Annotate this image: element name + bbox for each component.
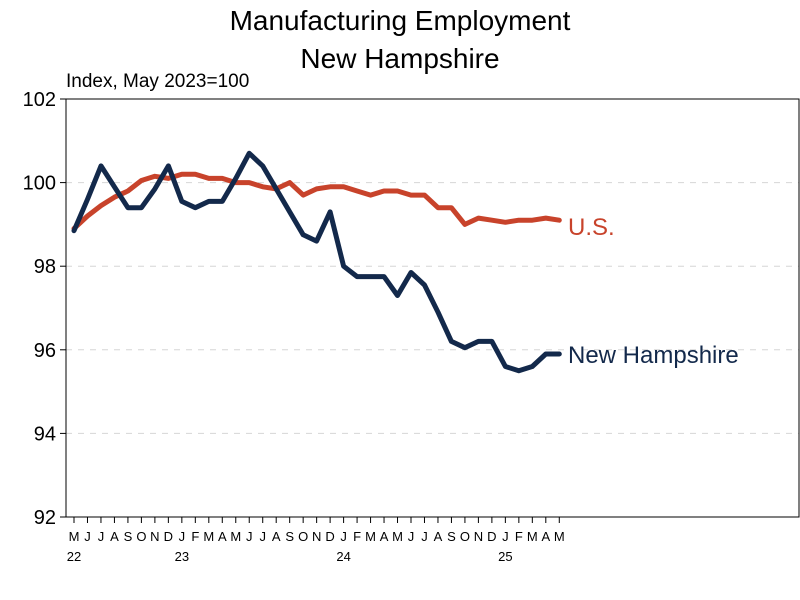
x-tick-label: J <box>340 529 347 544</box>
y-axis: 92 94 96 98 100 102 <box>23 89 66 529</box>
series-labels: U.S. New Hampshire <box>568 214 739 369</box>
x-year-label: 23 <box>175 549 189 564</box>
y-tick-label: 102 <box>23 89 56 111</box>
x-tick-label: J <box>246 529 253 544</box>
x-year-label: 25 <box>498 549 512 564</box>
y-tick-label: 92 <box>34 507 56 529</box>
x-axis: M J J A S O N D J F M A M J J A S O N D J F M A M J J A S O N D J F M A M22 2… <box>67 517 565 564</box>
x-tick-label: S <box>285 529 294 544</box>
x-tick-label: J <box>421 529 428 544</box>
x-tick-label: S <box>124 529 133 544</box>
x-tick-label: D <box>164 529 173 544</box>
x-tick-label: M <box>203 529 214 544</box>
gridlines <box>66 182 799 434</box>
x-tick-label: F <box>191 529 199 544</box>
x-tick-label: A <box>541 529 550 544</box>
x-tick-label: O <box>298 529 308 544</box>
x-tick-label: O <box>460 529 470 544</box>
x-tick-label: J <box>84 529 91 544</box>
x-tick-label: F <box>515 529 523 544</box>
x-tick-label: D <box>487 529 496 544</box>
x-tick-label: F <box>353 529 361 544</box>
x-tick-label: J <box>408 529 415 544</box>
x-tick-label: M <box>365 529 376 544</box>
y-tick-label: 100 <box>23 173 56 195</box>
x-tick-label: J <box>179 529 186 544</box>
series-lines <box>71 150 562 374</box>
x-tick-label: N <box>474 529 483 544</box>
plot-frame <box>65 98 800 518</box>
x-tick-label: A <box>434 529 443 544</box>
x-tick-label: J <box>502 529 509 544</box>
x-tick-label: J <box>259 529 266 544</box>
chart-title: Manufacturing Employment <box>230 5 571 36</box>
x-tick-label: M <box>230 529 241 544</box>
x-year-label: 22 <box>67 549 81 564</box>
x-tick-label: M <box>527 529 538 544</box>
x-tick-label: O <box>136 529 146 544</box>
series-label-new-hampshire: New Hampshire <box>568 342 739 369</box>
x-tick-label: N <box>312 529 321 544</box>
series-label-us: U.S. <box>568 214 615 241</box>
x-tick-label: M <box>392 529 403 544</box>
x-tick-label: S <box>447 529 456 544</box>
x-tick-label: A <box>218 529 227 544</box>
x-tick-label: A <box>110 529 119 544</box>
x-tick-label: A <box>272 529 281 544</box>
y-tick-label: 96 <box>34 340 56 362</box>
chart-title-line2: New Hampshire <box>300 43 499 74</box>
x-year-label: 24 <box>336 549 350 564</box>
y-axis-label: Index, May 2023=100 <box>66 71 249 92</box>
x-tick-label: M <box>69 529 80 544</box>
y-tick-label: 98 <box>34 256 56 278</box>
y-tick-label: 94 <box>34 423 56 445</box>
series-line-new-hampshire <box>71 150 562 374</box>
x-tick-label: A <box>380 529 389 544</box>
x-tick-label: M <box>554 529 565 544</box>
x-tick-label: N <box>150 529 159 544</box>
x-tick-label: J <box>98 529 105 544</box>
x-tick-label: D <box>325 529 334 544</box>
series-line-us <box>71 171 562 232</box>
